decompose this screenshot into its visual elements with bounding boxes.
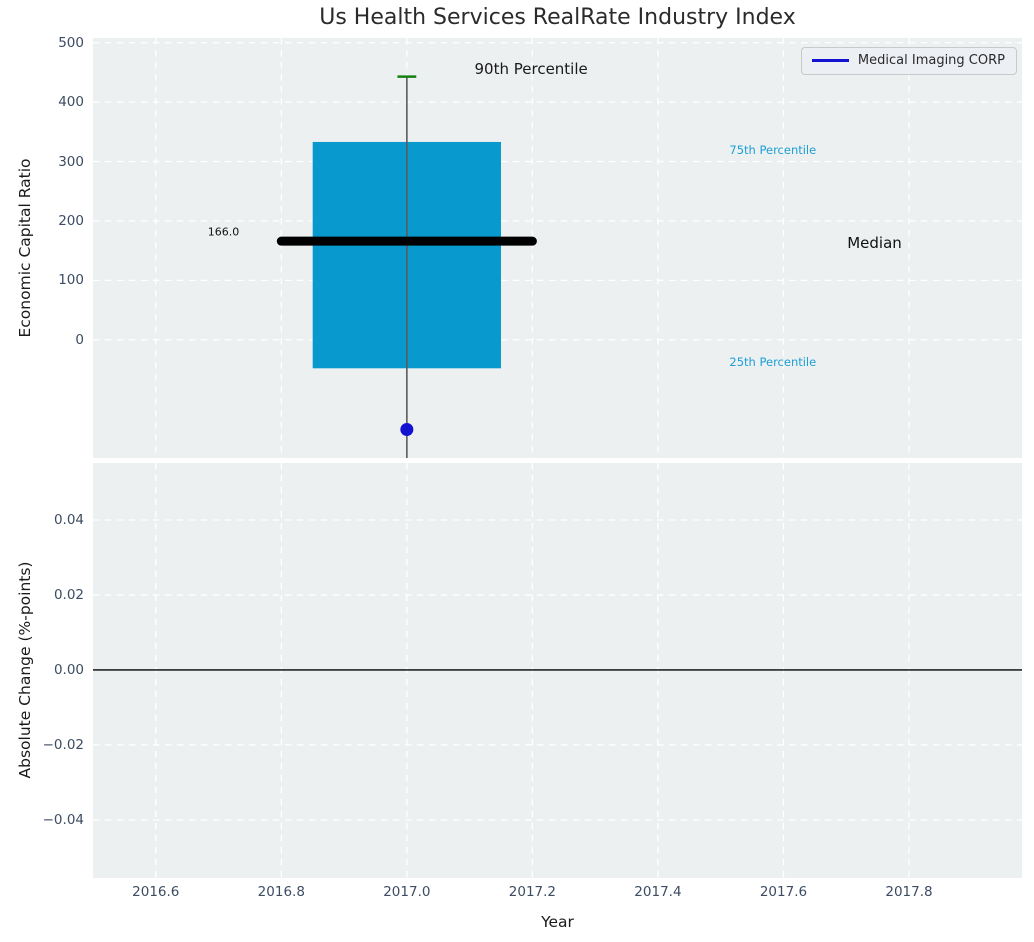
y-tick-label: −0.02 xyxy=(42,736,84,753)
legend-label: Medical Imaging CORP xyxy=(857,53,1005,68)
company-data-point xyxy=(400,422,414,436)
y-tick-label: 200 xyxy=(58,212,84,229)
axes-economic-capital-ratio: Medical Imaging CORP xyxy=(93,38,1022,458)
annotation-166-0: 166.0 xyxy=(207,225,240,239)
y-tick-label: −0.04 xyxy=(42,811,84,828)
y-tick-label: 400 xyxy=(58,94,84,111)
plot-canvas xyxy=(93,463,1022,878)
y-tick-label: 500 xyxy=(58,34,84,51)
y-tick-label: 0 xyxy=(75,331,84,348)
annotation-75th-percentile: 75th Percentile xyxy=(729,142,817,157)
annotation-median: Median xyxy=(847,233,902,252)
y-tick-label: 0.00 xyxy=(53,661,84,678)
plot-canvas xyxy=(93,38,1022,458)
x-tick-label: 2017.6 xyxy=(759,884,808,900)
x-tick-label: 2017.4 xyxy=(634,884,682,900)
annotation-25th-percentile: 25th Percentile xyxy=(729,354,817,369)
annotation-90th-percentile: 90th Percentile xyxy=(474,59,588,78)
x-tick-label: 2016.6 xyxy=(132,884,180,900)
y-tick-label: 100 xyxy=(58,272,84,289)
x-tick-label: 2017.2 xyxy=(508,884,557,900)
x-axis-label: Year xyxy=(541,913,574,931)
y-axis-label-top: Economic Capital Ratio xyxy=(16,158,34,338)
chart-title: Us Health Services RealRate Industry Ind… xyxy=(319,5,796,30)
axes-absolute-change xyxy=(93,463,1022,878)
x-tick-label: 2017.8 xyxy=(885,884,933,900)
legend-line-icon xyxy=(811,59,849,62)
y-tick-label: 300 xyxy=(58,153,84,170)
x-tick-label: 2017.0 xyxy=(383,884,431,900)
legend: Medical Imaging CORP xyxy=(800,47,1017,75)
x-tick-label: 2016.8 xyxy=(257,884,305,900)
y-tick-label: 0.02 xyxy=(53,586,84,603)
y-tick-label: 0.04 xyxy=(53,511,84,528)
